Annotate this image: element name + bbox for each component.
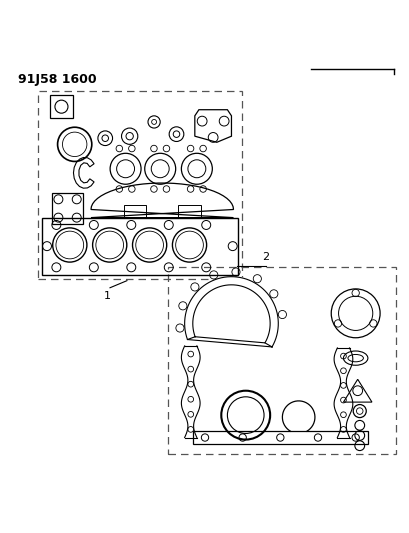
- Text: 1: 1: [103, 291, 110, 301]
- Text: 91J58 1600: 91J58 1600: [18, 73, 96, 86]
- Text: 2: 2: [262, 253, 269, 262]
- Polygon shape: [333, 348, 352, 438]
- Polygon shape: [184, 277, 278, 347]
- Polygon shape: [181, 346, 200, 438]
